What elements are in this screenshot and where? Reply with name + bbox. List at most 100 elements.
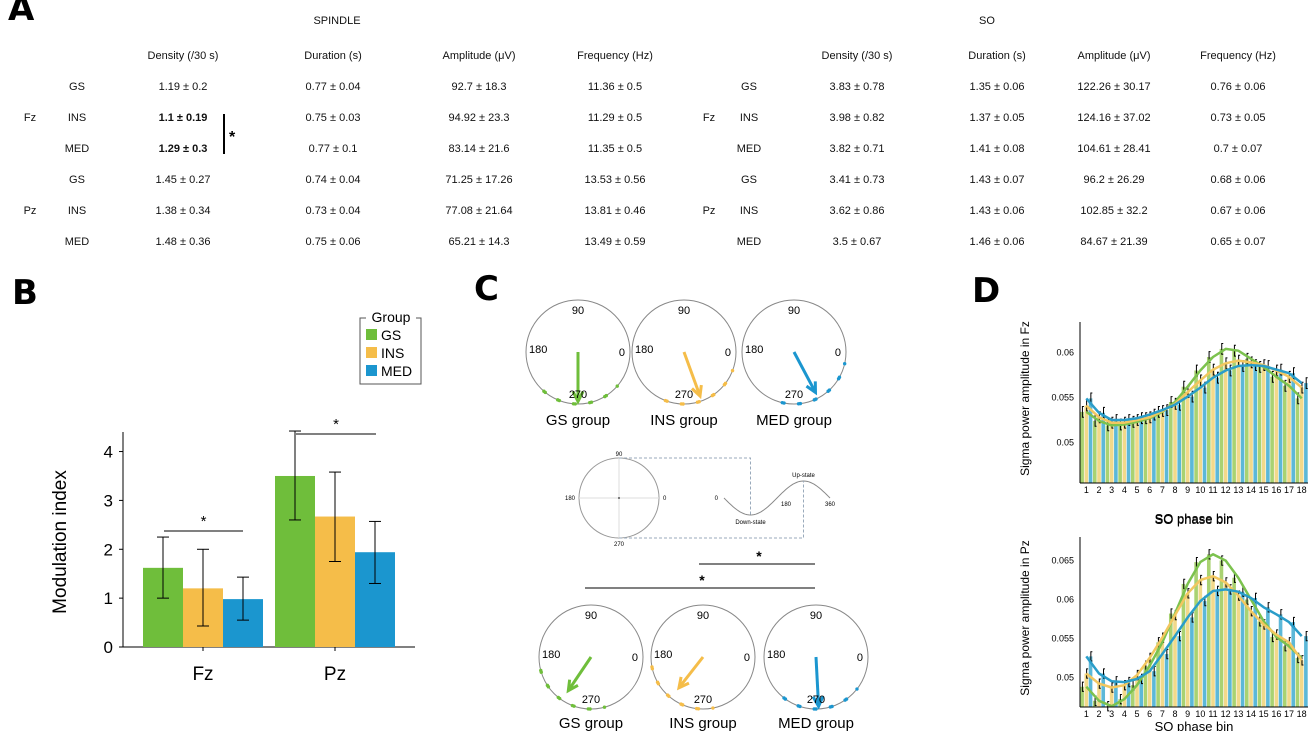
angle-label-180: 180: [542, 649, 560, 661]
error-bar: [1179, 630, 1182, 642]
error-bar: [1297, 652, 1300, 664]
bar-med-bin-3: [1114, 420, 1118, 483]
bar-ins-bin-15: [1261, 624, 1266, 707]
bar-ins-bin-3: [1109, 422, 1114, 483]
bar-gs-bin-15: [1257, 621, 1262, 707]
phase-point: [814, 707, 818, 711]
x-tick-label: 17: [1284, 709, 1294, 719]
bar-med-bin-11: [1215, 377, 1220, 483]
bar-med-bin-5: [1139, 418, 1144, 483]
significance-bracket: *: [223, 114, 236, 154]
y-tick-label: 0.055: [1051, 393, 1074, 403]
significance-star: *: [201, 513, 207, 530]
bar-med-bin-12: [1228, 370, 1232, 483]
error-bar: [1153, 666, 1156, 677]
bar-gs-bin-6: [1143, 665, 1148, 707]
phase-point: [842, 361, 847, 366]
bar-med-bin-7: [1164, 654, 1169, 707]
table-cell: 0.73 ± 0.05: [1210, 112, 1266, 124]
bar-gs-bin-8: [1168, 402, 1173, 483]
x-axis-label: SO phase bin: [1155, 719, 1234, 731]
bar-ins-bin-11: [1211, 369, 1215, 483]
polar-plot-gs: 90 0 270 180: [525, 299, 631, 406]
angle-label-270: 270: [807, 694, 825, 706]
table-cell: 1.48 ± 0.36: [155, 236, 211, 248]
bar-gs-bin-13: [1232, 350, 1236, 483]
bar-gs-bin-10: [1194, 562, 1198, 707]
legend-label: INS: [381, 345, 404, 361]
row-group-label: INS: [739, 205, 759, 217]
table-cell: 0.73 ± 0.04: [305, 205, 361, 217]
polar-circle: [650, 604, 756, 710]
table-cell: 3.62 ± 0.86: [829, 205, 885, 217]
angle-label-270: 270: [569, 389, 587, 401]
bar-ins-bin-11: [1211, 576, 1215, 707]
error-bar: [1081, 406, 1084, 418]
x-tick-label: 8: [1172, 709, 1177, 719]
bar-ins-bin-4: [1122, 422, 1127, 483]
phase-point: [711, 706, 715, 710]
angle-label-0: 0: [857, 652, 863, 664]
y-tick-label: 0.06: [1056, 595, 1074, 605]
table-cell: 11.35 ± 0.5: [587, 143, 643, 155]
group-label: MED group: [778, 715, 854, 731]
bar-med-bin-16: [1278, 614, 1283, 707]
error-bar: [1301, 381, 1304, 394]
bar-gs-bin-8: [1168, 613, 1173, 707]
bar-med-bin-7: [1164, 410, 1169, 483]
panel-label-c: C: [474, 269, 499, 309]
angle-label-180: 180: [745, 344, 763, 356]
group-label: MED group: [756, 412, 832, 429]
bar-ins-bin-4: [1122, 685, 1127, 707]
phase-point: [827, 388, 832, 392]
error-bar: [1191, 612, 1194, 623]
schematic-label-0: 0: [663, 496, 667, 502]
error-bar: [1221, 343, 1224, 355]
row-site-label: Pz: [702, 205, 716, 217]
phase-point: [814, 397, 818, 401]
significance-star: *: [333, 416, 339, 433]
angle-label-90: 90: [697, 610, 709, 622]
angle-label-270: 270: [785, 389, 803, 401]
x-tick-label: 12: [1221, 485, 1231, 495]
bar-gs-bin-3: [1105, 425, 1110, 483]
row-group-label: INS: [67, 112, 87, 124]
phase-point: [557, 398, 562, 403]
bar-gs-bin-14: [1244, 358, 1249, 483]
legend-label: MED: [381, 363, 412, 379]
bar-med-bin-3: [1114, 681, 1118, 707]
polar-plot-ins: 90 0 270 180: [631, 299, 737, 406]
angle-label-90: 90: [585, 610, 597, 622]
bar-gs-bin-10: [1194, 370, 1198, 483]
bar-gs-bin-13: [1232, 577, 1236, 707]
table-cell: 96.2 ± 26.29: [1083, 174, 1145, 186]
bar-gs-bin-4: [1118, 424, 1122, 483]
bar-med-bin-4: [1126, 420, 1131, 483]
bar-ins-bin-14: [1249, 362, 1253, 483]
error-bar: [1208, 549, 1211, 560]
angle-label-270: 270: [675, 389, 693, 401]
fit-line-gs: [1085, 347, 1303, 427]
legend-label: GS: [381, 327, 401, 343]
phase-point: [604, 393, 609, 398]
phase-point: [681, 402, 685, 406]
x-tick-label: 5: [1134, 485, 1139, 495]
error-bar: [1107, 701, 1110, 712]
bar-ins-bin-13: [1236, 595, 1241, 707]
phase-point: [723, 381, 728, 385]
x-tick-label: 4: [1122, 709, 1127, 719]
row-site-label: Fz: [23, 112, 37, 124]
x-tick-label: Pz: [324, 664, 346, 685]
table-cell: 11.29 ± 0.5: [587, 112, 643, 124]
phase-point: [543, 390, 547, 395]
table-cell: 0.67 ± 0.06: [1210, 205, 1266, 217]
bar-ins-bin-1: [1084, 405, 1089, 483]
y-tick-label: 0.05: [1056, 672, 1074, 682]
bar-gs-bin-12: [1219, 348, 1224, 483]
column-header: Frequency (Hz): [1200, 50, 1276, 62]
angle-label-0: 0: [835, 347, 841, 359]
bar-ins-bin-10: [1198, 580, 1203, 707]
x-tick-label: 17: [1284, 485, 1294, 495]
table-cell: 11.36 ± 0.5: [587, 81, 643, 93]
mean-vector-arrow: [792, 351, 817, 394]
